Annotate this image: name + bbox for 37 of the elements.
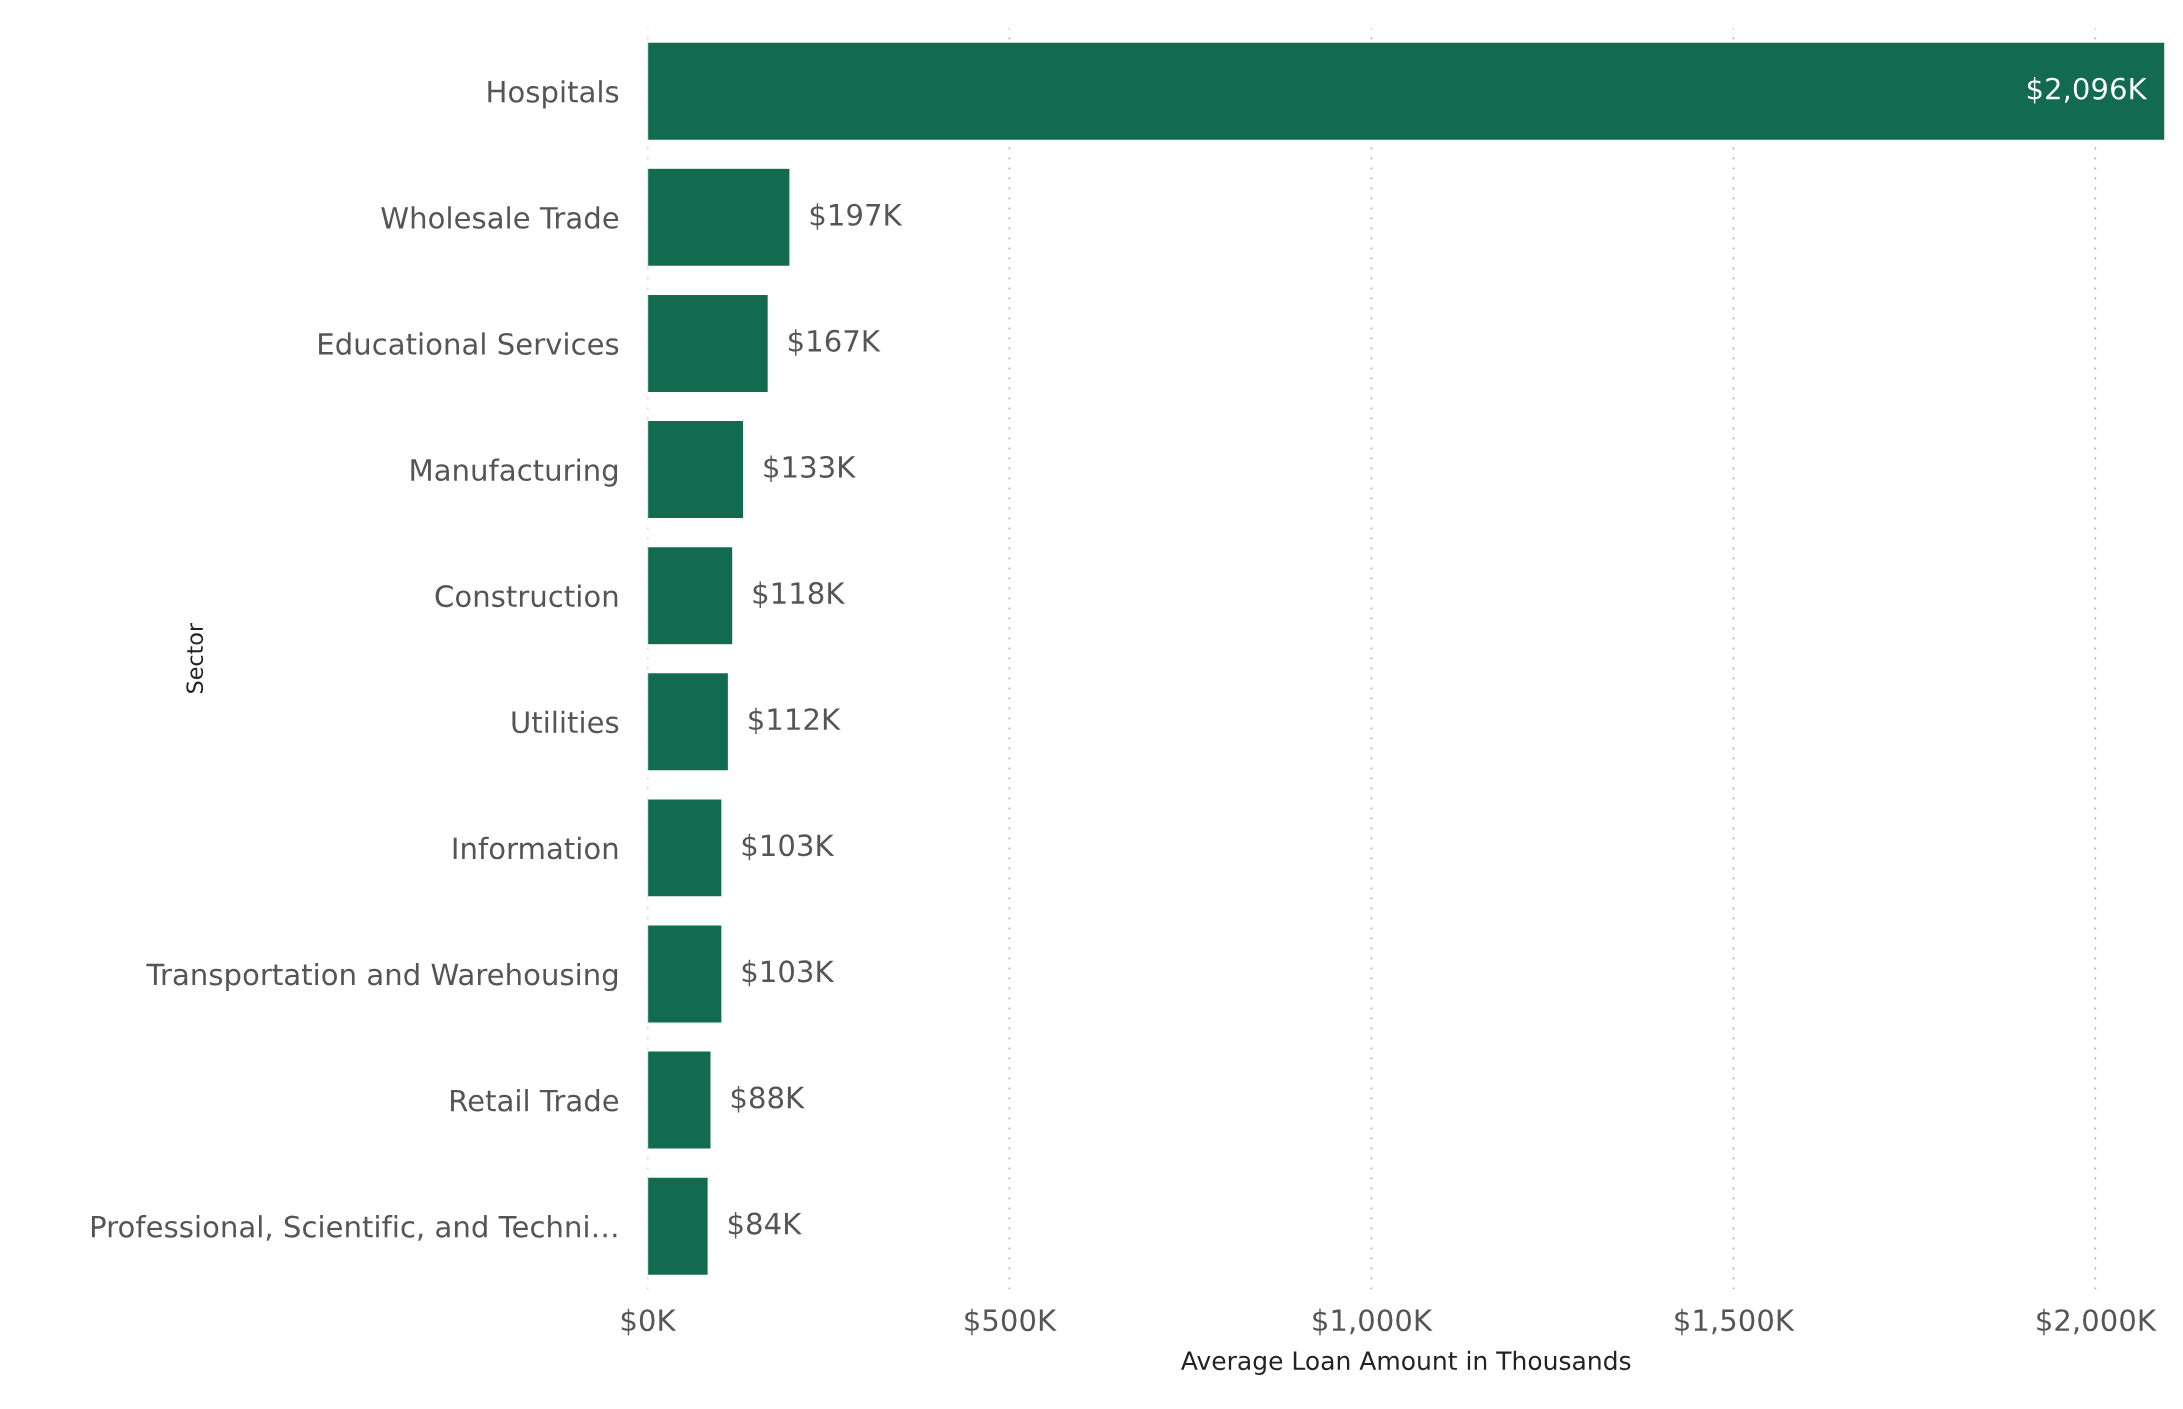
data-label: $118K <box>753 581 846 608</box>
y-tick-label: Transportation and Warehousing <box>146 962 618 992</box>
y-tick-label: Retail Trade <box>451 1089 619 1112</box>
bar <box>647 167 791 268</box>
y-tick-label: Utilities <box>512 710 619 734</box>
x-tick-label: $1,500K <box>1675 1308 1795 1336</box>
data-label: $103K <box>742 833 835 861</box>
bar <box>647 671 730 772</box>
y-tick-label: Wholesale Trade <box>381 206 619 229</box>
bar <box>647 1050 712 1150</box>
data-label: $112K <box>749 707 841 735</box>
data-label: $2,096K <box>2027 77 2148 104</box>
data-label: $103K <box>742 959 835 987</box>
y-tick-label: Manufacturing <box>411 458 618 487</box>
data-label: $167K <box>789 329 881 356</box>
y-tick-label: Construction <box>435 584 618 608</box>
bar <box>647 419 745 520</box>
y-tick-label: Hospitals <box>488 80 619 109</box>
y-tick-label: Information <box>453 836 618 860</box>
y-axis-title: Sector <box>186 622 204 693</box>
x-tick-label: $500K <box>965 1308 1057 1336</box>
x-axis-title: Average Loan Amount in Thousands <box>1180 1350 1631 1375</box>
data-label: $84K <box>728 1212 802 1239</box>
data-label: $133K <box>764 455 856 482</box>
bar <box>647 41 2165 142</box>
bar <box>647 293 770 394</box>
x-tick-label: $1,000K <box>1313 1308 1433 1336</box>
x-tick-label: $0K <box>621 1308 677 1336</box>
bar <box>647 797 723 898</box>
bar <box>647 924 723 1024</box>
data-label: $88K <box>731 1085 805 1113</box>
data-label: $197K <box>810 203 903 230</box>
y-tick-label: Professional, Scientific, and Techni… <box>91 1215 617 1241</box>
bar <box>647 545 734 646</box>
bar <box>647 1176 709 1277</box>
x-tick-label: $2,000K <box>2037 1308 2157 1336</box>
y-tick-label: Educational Services <box>319 332 619 355</box>
